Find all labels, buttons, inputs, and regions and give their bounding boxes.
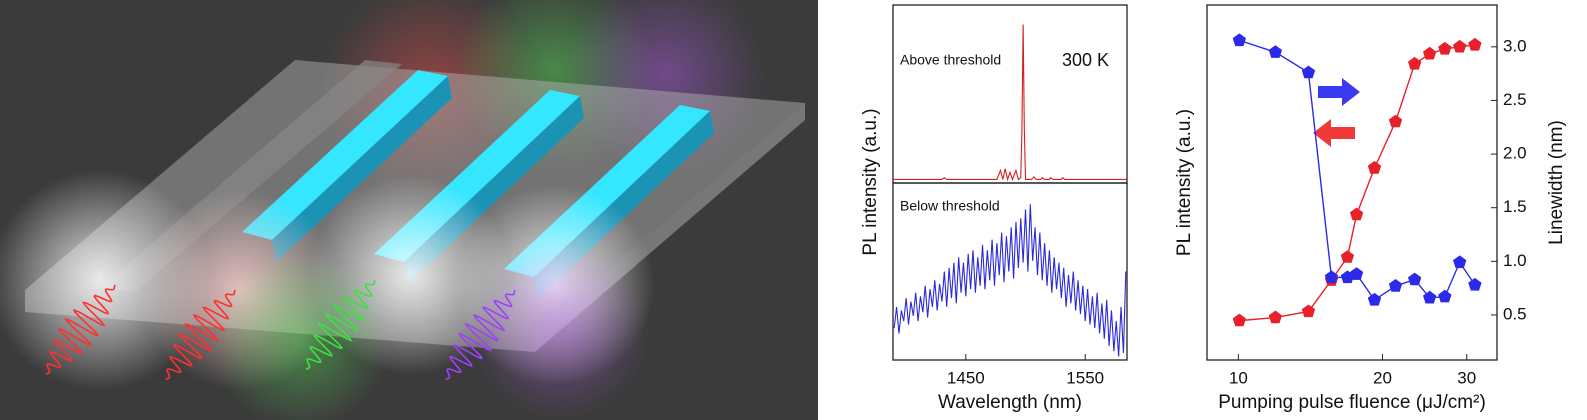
x-axis-label: Wavelength (nm) [938, 392, 1082, 413]
y-axis-label: PL intensity (a.u.) [860, 108, 881, 255]
arrow-right [1318, 78, 1360, 106]
annotation: Below threshold [900, 198, 1000, 214]
plot-frame [892, 4, 1128, 184]
data-point [1468, 277, 1482, 291]
glow [565, 0, 765, 175]
glow [210, 250, 390, 420]
data-point [1438, 41, 1452, 55]
y2-tick-label: 0.5 [1503, 304, 1527, 323]
illustration [0, 0, 818, 420]
arrow-left [1313, 119, 1355, 147]
data-point [1232, 33, 1246, 47]
data-point [1324, 270, 1339, 284]
annotation: 300 K [1062, 50, 1109, 70]
arrows [1313, 78, 1360, 147]
x-tick-label: 30 [1457, 368, 1476, 387]
data-point [1349, 267, 1364, 280]
wave [305, 279, 376, 370]
x-tick-label: 1450 [947, 368, 985, 387]
data-point [1301, 304, 1316, 318]
nanowire [242, 70, 452, 262]
data-point [1408, 56, 1422, 70]
y2-tick-label: 2.0 [1503, 144, 1527, 163]
data-point [1438, 289, 1452, 303]
plot-frame [892, 182, 1128, 361]
y2-tick-label: 2.5 [1503, 90, 1527, 109]
data-point [1388, 114, 1403, 128]
wave [45, 284, 116, 375]
data-point [1408, 272, 1422, 286]
x-tick-label: 20 [1373, 368, 1392, 387]
data-point [1232, 313, 1246, 327]
wave [165, 289, 236, 380]
data-point [1367, 292, 1382, 306]
waves [45, 279, 516, 380]
x-tick-label: 10 [1229, 368, 1248, 387]
glow [470, 240, 650, 420]
data-point [1268, 310, 1282, 324]
data-point [1388, 279, 1403, 292]
data-point [1468, 37, 1482, 51]
data-point [1367, 161, 1382, 174]
spectrum-line [893, 24, 1127, 182]
y2-axis-label: Linewidth (nm) [1546, 120, 1567, 245]
wave [445, 289, 516, 380]
y2-tick-label: 3.0 [1503, 36, 1527, 55]
data-point [1301, 65, 1316, 79]
y-axis-label: PL intensity (a.u.) [1174, 109, 1195, 256]
plot-frame [1206, 4, 1498, 361]
data-point [1423, 290, 1437, 304]
x-axis-label: Pumping pulse fluence (μJ/cm²) [1218, 392, 1486, 413]
data-point [1453, 39, 1467, 53]
data-point [1349, 207, 1364, 221]
data-point [1453, 255, 1467, 269]
data-point [1340, 250, 1355, 263]
spectrum-line [893, 204, 1127, 357]
data-point [1268, 45, 1282, 58]
y2-tick-label: 1.0 [1503, 251, 1527, 270]
annotation: Above threshold [900, 52, 1001, 68]
y2-tick-label: 1.5 [1503, 197, 1527, 216]
series-line [1239, 39, 1476, 301]
data-point [1423, 46, 1437, 60]
x-tick-label: 1550 [1066, 368, 1104, 387]
